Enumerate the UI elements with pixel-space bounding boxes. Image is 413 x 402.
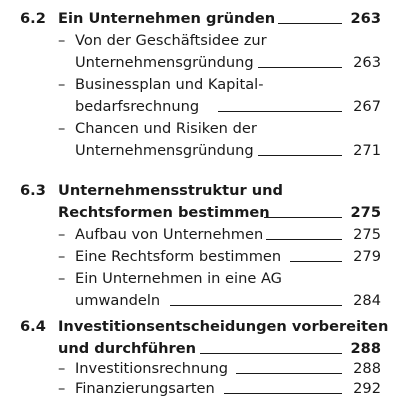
entry-title: Businessplan und Kapital- <box>75 76 264 93</box>
page-number: 284 <box>353 292 381 309</box>
entry-title: Unternehmensgründung <box>75 142 254 159</box>
dash-bullet: – <box>58 76 66 93</box>
leader-rule <box>258 155 342 156</box>
section-heading-6-2[interactable]: 6.2 Ein Unternehmen gründen 263 <box>0 8 413 30</box>
toc-entry-6-2-3-continued[interactable]: Unternehmensgründung 271 <box>0 140 413 162</box>
entry-title: Ein Unternehmen in eine AG <box>75 270 282 287</box>
leader-rule <box>266 239 342 240</box>
entry-title: Aufbau von Unternehmen <box>75 226 264 243</box>
section-title: und durchführen <box>58 340 196 357</box>
toc-entry-6-4-1[interactable]: – Investitionsrechnung 288 <box>0 358 413 380</box>
section-heading-6-4[interactable]: 6.4 Investitionsentscheidungen vorbereit… <box>0 316 413 338</box>
leader-rule <box>278 23 342 24</box>
section-number: 6.2 <box>20 10 46 27</box>
dash-bullet: – <box>58 226 66 243</box>
page-number: 279 <box>353 248 381 265</box>
toc-entry-6-2-2[interactable]: – Businessplan und Kapital- <box>0 74 413 96</box>
entry-title: Unternehmensgründung <box>75 54 254 71</box>
toc-entry-6-4-2[interactable]: – Finanzierungsarten 292 <box>0 378 413 400</box>
leader-rule <box>264 217 342 218</box>
entry-title: umwandeln <box>75 292 161 309</box>
page-number: 263 <box>353 54 381 71</box>
section-heading-6-3-continued[interactable]: Rechtsformen bestimmen 275 <box>0 202 413 224</box>
toc-entry-6-3-1[interactable]: – Aufbau von Unternehmen 275 <box>0 224 413 246</box>
page-number: 271 <box>353 142 381 159</box>
entry-title: Investitionsrechnung <box>75 360 229 377</box>
page-number: 275 <box>353 226 381 243</box>
page-number: 292 <box>353 380 381 397</box>
leader-rule <box>170 305 342 306</box>
entry-title: Chancen und Risiken der <box>75 120 257 137</box>
page-number: 275 <box>350 204 381 221</box>
leader-rule <box>290 261 342 262</box>
toc-entry-6-3-2[interactable]: – Eine Rechtsform bestimmen 279 <box>0 246 413 268</box>
leader-rule <box>258 67 342 68</box>
page-number: 267 <box>353 98 381 115</box>
leader-rule <box>218 111 342 112</box>
toc-entry-6-2-1[interactable]: – Von der Geschäftsidee zur <box>0 30 413 52</box>
dash-bullet: – <box>58 270 66 287</box>
page-number: 288 <box>350 340 381 357</box>
toc-entry-6-2-2-continued[interactable]: bedarfsrechnung 267 <box>0 96 413 118</box>
section-title: Rechtsformen bestimmen <box>58 204 270 221</box>
leader-rule <box>236 373 342 374</box>
leader-rule <box>200 353 342 354</box>
page-number: 288 <box>353 360 381 377</box>
section-title: Ein Unternehmen gründen <box>58 10 276 27</box>
section-title: Unternehmensstruktur und <box>58 182 283 199</box>
section-heading-6-4-continued[interactable]: und durchführen 288 <box>0 338 413 360</box>
dash-bullet: – <box>58 32 66 49</box>
entry-title: Finanzierungsarten <box>75 380 215 397</box>
dash-bullet: – <box>58 360 66 377</box>
leader-rule <box>224 393 342 394</box>
entry-title: bedarfsrechnung <box>75 98 200 115</box>
dash-bullet: – <box>58 248 66 265</box>
entry-title: Eine Rechtsform bestimmen <box>75 248 282 265</box>
toc-entry-6-3-3-continued[interactable]: umwandeln 284 <box>0 290 413 312</box>
toc-entry-6-2-3[interactable]: – Chancen und Risiken der <box>0 118 413 140</box>
section-number: 6.3 <box>20 182 46 199</box>
toc-entry-6-3-3[interactable]: – Ein Unternehmen in eine AG <box>0 268 413 290</box>
section-heading-6-3[interactable]: 6.3 Unternehmensstruktur und <box>0 180 413 202</box>
page-number: 263 <box>350 10 381 27</box>
section-title: Investitionsentscheidungen vorbereiten <box>58 318 389 335</box>
dash-bullet: – <box>58 120 66 137</box>
toc-entry-6-2-1-continued[interactable]: Unternehmensgründung 263 <box>0 52 413 74</box>
dash-bullet: – <box>58 380 66 397</box>
entry-title: Von der Geschäftsidee zur <box>75 32 267 49</box>
section-number: 6.4 <box>20 318 46 335</box>
